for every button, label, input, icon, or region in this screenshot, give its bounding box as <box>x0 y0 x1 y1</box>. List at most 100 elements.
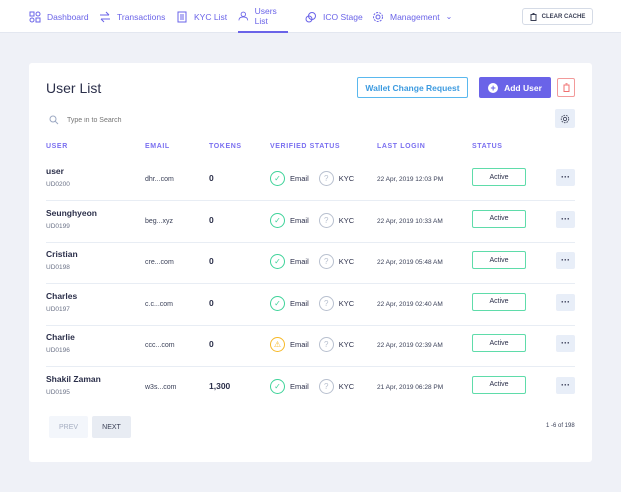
last-login: 22 Apr, 2019 10:33 AM <box>377 217 443 225</box>
nav-label: ICO Stage <box>323 11 363 22</box>
prev-button[interactable]: PREV <box>49 416 88 438</box>
table-row: user UD0200 dhr...com 0 ✓ Email ? KYC 22… <box>46 160 575 201</box>
kyc-status-label: KYC <box>338 257 355 266</box>
nav-users-list[interactable]: Users List <box>238 0 288 33</box>
question-circle-icon: ? <box>318 337 334 352</box>
next-button[interactable]: NEXT <box>92 416 131 438</box>
email-status-label: Email <box>290 381 309 391</box>
user-id: UD0198 <box>46 264 70 271</box>
nav-kyc-list[interactable]: KYC List <box>176 0 227 33</box>
nav-management[interactable]: Management ⌄ <box>372 0 452 33</box>
delete-button[interactable] <box>557 78 575 97</box>
user-name[interactable]: Charlie <box>46 332 75 342</box>
document-icon <box>177 11 187 22</box>
nav-ico-stage[interactable]: ICO Stage <box>305 0 363 33</box>
user-name[interactable]: Seunghyeon <box>46 207 98 218</box>
column-header-last-login: LAST LOGIN <box>377 143 426 150</box>
table-row: Shakil Zaman UD0195 w3s...com 1,300 ✓ Em… <box>46 368 575 409</box>
kyc-status-label: KYC <box>338 298 355 308</box>
warning-icon: ⚠ <box>270 337 285 352</box>
table-row: Charlie UD0196 ccc...com 0 ⚠ Email ? KYC… <box>46 326 575 367</box>
grid-icon <box>29 11 41 22</box>
ellipsis-icon: ··· <box>561 379 570 390</box>
user-id: UD0195 <box>46 388 70 396</box>
email-status-label: Email <box>290 174 309 183</box>
question-circle-icon: ? <box>318 212 334 228</box>
user-email: dhr...com <box>145 176 174 183</box>
status-badge: Active <box>472 251 526 269</box>
more-actions-button[interactable]: ··· <box>556 252 575 269</box>
top-nav: Dashboard Transactions KYC List Users Li… <box>0 0 621 33</box>
status-badge: Active <box>472 168 526 186</box>
last-login: 22 Apr, 2019 05:48 AM <box>377 259 443 266</box>
user-tokens: 0 <box>209 214 214 225</box>
nav-transactions[interactable]: Transactions <box>99 0 165 33</box>
user-name[interactable]: Charles <box>46 290 78 301</box>
nav-label: KYC List <box>194 11 228 22</box>
user-id: UD0199 <box>46 222 70 230</box>
nav-label: Users List <box>254 5 277 26</box>
table-settings-button[interactable] <box>555 109 575 128</box>
email-status-label: Email <box>290 215 309 225</box>
column-header-verified-status: VERIFIED STATUS <box>270 143 341 150</box>
status-badge: Active <box>472 334 526 352</box>
user-name[interactable]: user <box>46 166 64 176</box>
table-row: Cristian UD0198 cre...com 0 ✓ Email ? KY… <box>46 243 575 284</box>
ellipsis-icon: ··· <box>561 338 570 348</box>
verified-status: ✓ Email ? KYC <box>270 295 355 311</box>
user-tokens: 1,300 <box>209 380 231 391</box>
user-id: UD0197 <box>46 305 70 313</box>
clear-cache-button[interactable]: CLEAR CACHE <box>522 8 593 25</box>
column-header-tokens: TOKENS <box>209 143 242 150</box>
add-user-button[interactable]: + Add User <box>479 77 551 98</box>
user-name[interactable]: Shakil Zaman <box>46 373 101 384</box>
check-circle-icon: ✓ <box>270 378 285 394</box>
last-login: 22 Apr, 2019 02:40 AM <box>377 300 443 308</box>
last-login: 22 Apr, 2019 02:39 AM <box>377 342 443 349</box>
nav-label: Transactions <box>117 11 166 22</box>
verified-status: ✓ Email ? KYC <box>270 212 355 228</box>
more-actions-button[interactable]: ··· <box>556 376 575 394</box>
status-badge: Active <box>472 292 526 311</box>
search-bar <box>49 115 187 125</box>
check-circle-icon: ✓ <box>270 295 285 311</box>
verified-status: ✓ Email ? KYC <box>270 171 354 186</box>
pagination-count: 1 -6 of 198 <box>546 423 575 429</box>
kyc-status-label: KYC <box>338 174 355 183</box>
verified-status: ✓ Email ? KYC <box>270 254 354 269</box>
chevron-down-icon: ⌄ <box>445 12 453 21</box>
status-badge: Active <box>472 209 526 228</box>
user-tokens: 0 <box>209 339 214 349</box>
last-login: 21 Apr, 2019 06:28 PM <box>377 383 444 391</box>
user-id: UD0200 <box>46 181 70 188</box>
question-circle-icon: ? <box>318 295 334 311</box>
check-circle-icon: ✓ <box>270 212 285 228</box>
clear-cache-label: CLEAR CACHE <box>541 13 586 20</box>
verified-status: ✓ Email ? KYC <box>270 378 354 394</box>
user-email: ccc...com <box>145 342 175 349</box>
nav-dashboard[interactable]: Dashboard <box>29 0 89 33</box>
user-tokens: 0 <box>209 297 214 308</box>
ellipsis-icon: ··· <box>561 213 570 224</box>
check-circle-icon: ✓ <box>270 254 285 269</box>
more-actions-button[interactable]: ··· <box>556 169 575 186</box>
more-actions-button[interactable]: ··· <box>556 293 575 311</box>
wallet-change-request-button[interactable]: Wallet Change Request <box>357 77 468 98</box>
add-user-label: Add User <box>504 82 542 93</box>
more-actions-button[interactable]: ··· <box>556 210 575 228</box>
check-circle-icon: ✓ <box>270 171 285 186</box>
user-email: beg...xyz <box>145 217 174 225</box>
search-input[interactable] <box>67 116 187 124</box>
ellipsis-icon: ··· <box>561 255 570 265</box>
last-login: 22 Apr, 2019 12:03 PM <box>377 176 444 183</box>
trash-icon <box>530 12 537 21</box>
question-circle-icon: ? <box>318 171 334 186</box>
user-name[interactable]: Cristian <box>46 249 78 259</box>
more-actions-button[interactable]: ··· <box>556 335 575 352</box>
kyc-status-label: KYC <box>338 215 355 225</box>
question-circle-icon: ? <box>318 378 334 394</box>
page-title: User List <box>46 80 102 96</box>
user-email: cre...com <box>145 259 174 266</box>
question-circle-icon: ? <box>318 254 334 269</box>
nav-label: Dashboard <box>47 11 89 22</box>
